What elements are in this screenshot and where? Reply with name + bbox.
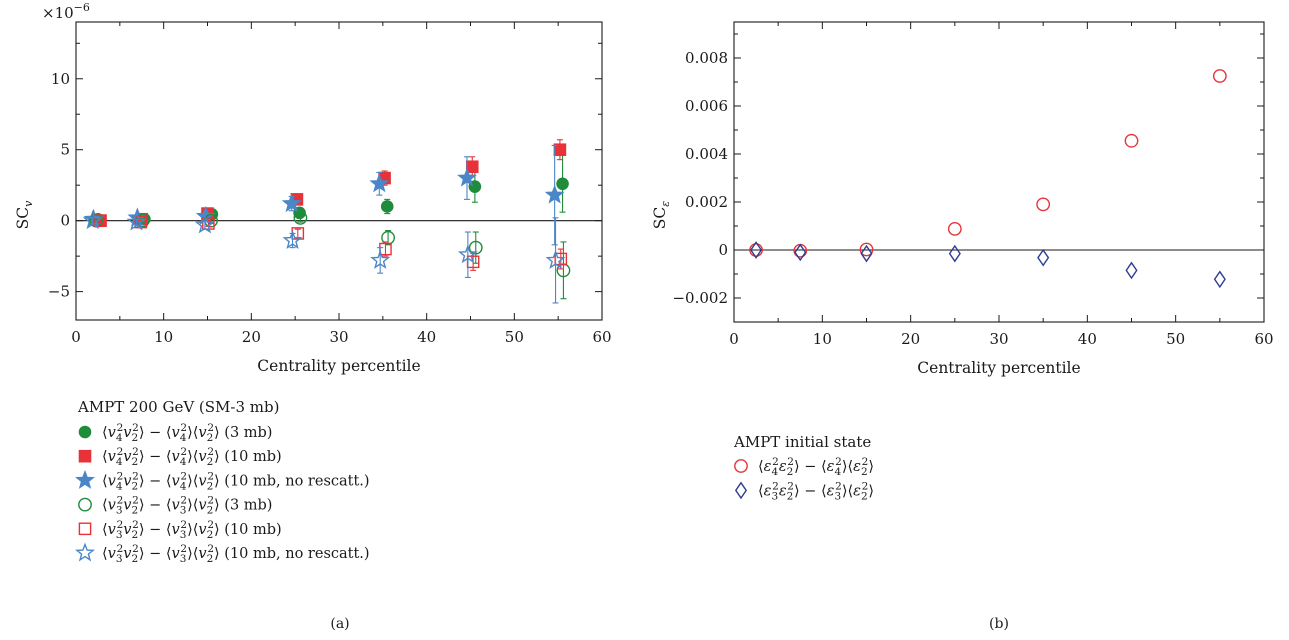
y-tick-label: 0.008 [685, 49, 728, 67]
legend-marker [78, 497, 92, 512]
series-5 [93, 214, 568, 271]
legend: AMPT 200 GeV (SM-3 mb) ⟨v42v22⟩ − ⟨v42⟩⟨v… [75, 398, 370, 565]
data-point [1125, 261, 1138, 280]
data-point [749, 243, 763, 257]
data-point [457, 244, 478, 264]
data-point [1036, 197, 1051, 212]
legend-label: ⟨v42v22⟩ − ⟨v42⟩⟨v22⟩ (10 mb) [102, 446, 282, 468]
data-point [126, 211, 147, 231]
legend-label: ⟨ε32ε22⟩ − ⟨ε32⟩⟨ε22⟩ [758, 480, 874, 502]
data-point [948, 244, 961, 263]
x-axis-label: Centrality percentile [257, 357, 420, 375]
series-4 [89, 210, 571, 300]
data-point [281, 193, 302, 213]
x-tick-label: 30 [989, 330, 1008, 348]
y-multiplier: ×10−6 [42, 1, 90, 22]
plot-frame [75, 21, 603, 321]
legend-marker [78, 449, 92, 463]
legend-marker [75, 469, 95, 489]
series-2 [94, 139, 567, 227]
series-6 [82, 210, 566, 304]
y-tick-label: 0 [718, 241, 728, 259]
data-point [1037, 248, 1050, 267]
x-tick-label: 60 [592, 328, 611, 346]
legend-title: AMPT 200 GeV (SM-3 mb) [77, 398, 279, 416]
x-tick-label: 0 [71, 328, 81, 346]
data-point [860, 244, 873, 263]
legend-label: ⟨ε42ε22⟩ − ⟨ε42⟩⟨ε22⟩ [758, 456, 874, 478]
y-axis-label: SCε [651, 201, 672, 229]
legend-marker [734, 459, 748, 473]
legend-label: ⟨v32v22⟩ − ⟨v32⟩⟨v22⟩ (3 mb) [102, 495, 272, 517]
series-2 [750, 241, 1226, 289]
data-point [859, 242, 874, 257]
y-tick-label: 0.002 [685, 193, 728, 211]
panel-b: 0 10 20 30 40 50 60 −0.002 0 0.002 0.004 0.006 0.008… [651, 21, 1274, 632]
panel-caption: (a) [330, 616, 349, 632]
data-point [93, 214, 106, 227]
data-point [544, 184, 565, 204]
legend-label: ⟨v42v22⟩ − ⟨v42⟩⟨v22⟩ (3 mb) [102, 422, 272, 444]
legend-label: ⟨v32v22⟩ − ⟨v32⟩⟨v22⟩ (10 mb) [102, 519, 282, 541]
panel-a: 0 10 20 30 40 50 60 −5 0 5 10 ×10−6 Centrality perce… [14, 1, 612, 632]
data-point [947, 221, 962, 236]
x-tick-label: 50 [1166, 330, 1185, 348]
x-tick-label: 30 [329, 328, 348, 346]
y-tick-label: 0 [60, 212, 70, 230]
data-point [369, 173, 390, 193]
legend-label: ⟨v42v22⟩ − ⟨v42⟩⟨v22⟩ (10 mb, no rescatt… [102, 470, 370, 492]
legend: AMPT initial state ⟨ε42ε22⟩ − ⟨ε42⟩⟨ε22⟩⟨… [733, 433, 874, 502]
data-point [293, 210, 308, 225]
y-tick-label: 5 [60, 141, 70, 159]
data-point [1124, 133, 1139, 148]
plot-frame [733, 21, 1265, 323]
y-tick-label: 0.006 [685, 97, 728, 115]
legend-label: ⟨v32v22⟩ − ⟨v32⟩⟨v22⟩ (10 mb, no rescatt… [102, 543, 370, 565]
y-tick-label: −5 [48, 283, 70, 301]
panel-caption: (b) [989, 616, 1009, 632]
series-1 [91, 154, 569, 226]
data-point [282, 230, 303, 250]
data-point [794, 243, 807, 262]
legend-marker [78, 522, 92, 536]
x-tick-label: 10 [813, 330, 832, 348]
data-point [370, 249, 391, 269]
y-tick-label: 0.004 [685, 145, 728, 163]
y-axis-label: SCv [14, 200, 35, 229]
legend-title: AMPT initial state [733, 433, 871, 451]
x-tick-label: 40 [1078, 330, 1097, 348]
data-point [465, 160, 479, 174]
x-tick-label: 20 [901, 330, 920, 348]
x-tick-label: 40 [417, 328, 436, 346]
data-point [1212, 69, 1227, 83]
legend-marker [78, 425, 92, 439]
x-axis-label: Centrality percentile [917, 359, 1080, 377]
y-tick-label: 10 [51, 70, 70, 88]
y-tick-label: −0.002 [672, 289, 728, 307]
data-point [545, 249, 566, 269]
x-tick-label: 0 [729, 330, 739, 348]
data-point [82, 210, 103, 230]
data-point [457, 167, 477, 187]
x-tick-label: 20 [242, 328, 261, 346]
data-point [202, 217, 215, 230]
data-point [750, 241, 763, 259]
data-point [194, 214, 215, 234]
data-point [1213, 270, 1226, 289]
legend-marker [734, 481, 748, 500]
x-tick-label: 10 [154, 328, 173, 346]
series-1 [749, 69, 1227, 258]
x-tick-label: 50 [505, 328, 524, 346]
series-3 [83, 144, 565, 246]
data-point [556, 177, 569, 191]
x-tick-label: 60 [1254, 330, 1273, 348]
legend-marker [75, 542, 95, 562]
data-point [380, 200, 394, 213]
